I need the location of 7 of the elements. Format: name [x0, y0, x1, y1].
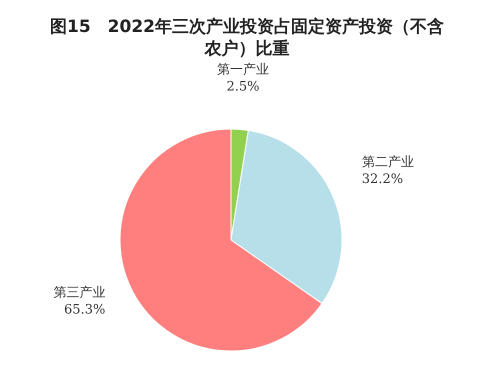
chart-title: 图15 2022年三次产业投资占固定资产投资（不含农户）比重	[50, 17, 444, 59]
slice-label: 第三产业	[53, 286, 106, 301]
data-label: 2.5%	[226, 79, 260, 94]
data-label: 32.2%	[362, 172, 404, 188]
slice-label: 第一产业	[217, 62, 270, 78]
slice-label: 第二产业	[362, 155, 414, 170]
data-label: 65.3%	[64, 302, 106, 318]
